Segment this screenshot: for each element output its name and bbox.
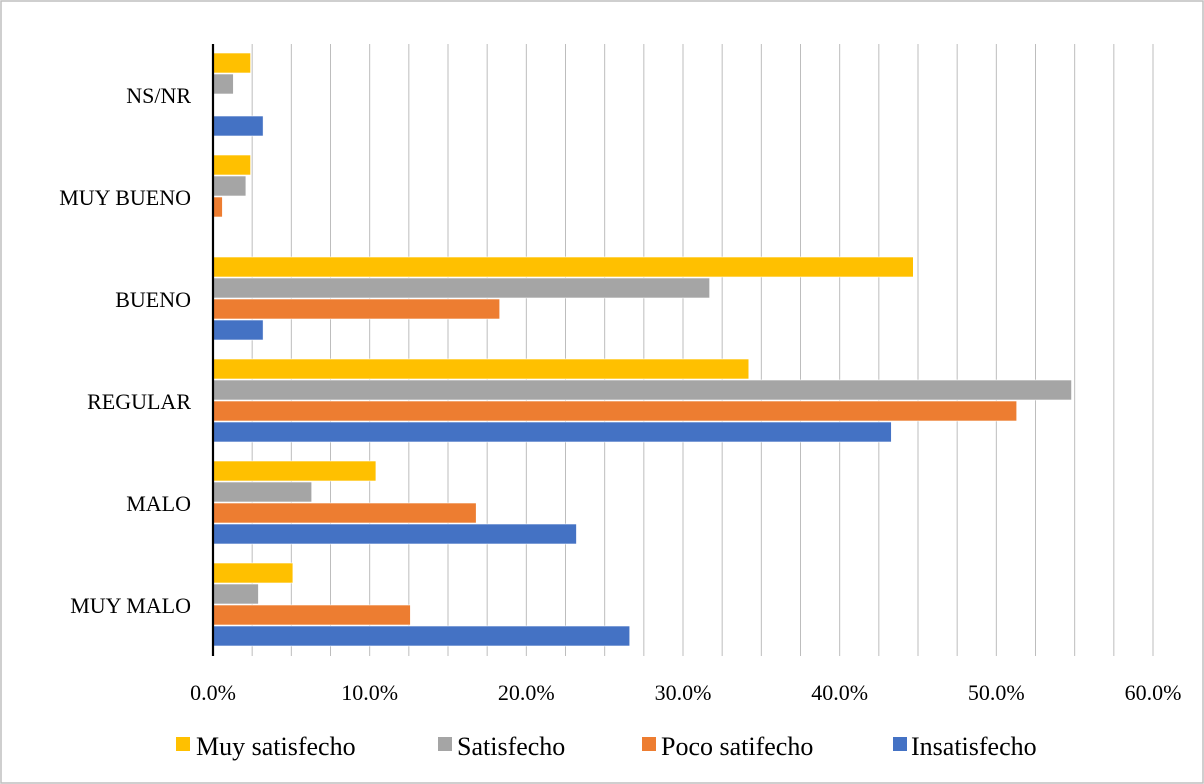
bar-satisfecho-bueno: [212, 277, 710, 299]
legend-swatch: [893, 737, 907, 751]
bar-poco-satifecho-regular: [212, 400, 1018, 422]
bar-satisfecho-regular: [212, 379, 1072, 401]
bar-satisfecho-ns-nr: [212, 73, 234, 95]
legend-label: Insatisfecho: [911, 732, 1037, 761]
legend-label: Poco satifecho: [661, 732, 813, 761]
legend: Muy satisfecho Satisfecho Poco satifecho In…: [176, 732, 1037, 761]
gridlines: [251, 44, 1154, 656]
bars: [212, 52, 1072, 647]
x-tick-label: 60.0%: [1125, 680, 1182, 705]
x-tick-label: 30.0%: [655, 680, 712, 705]
bar-insatisfecho-muy-malo: [212, 625, 631, 647]
x-tick-label: 20.0%: [498, 680, 555, 705]
x-tick-label: 40.0%: [811, 680, 868, 705]
legend-label: Satisfecho: [457, 732, 565, 761]
bar-satisfecho-muy-malo: [212, 583, 259, 605]
category-label: REGULAR: [87, 389, 191, 414]
bar-poco-satifecho-muy-malo: [212, 604, 411, 626]
legend-swatch: [438, 737, 452, 751]
bar-insatisfecho-regular: [212, 421, 892, 443]
x-tick-label: 0.0%: [190, 680, 236, 705]
legend-label: Muy satisfecho: [196, 732, 356, 761]
legend-swatch: [642, 737, 656, 751]
bar-poco-satifecho-muy-bueno: [212, 196, 223, 218]
bar-muy-satisfecho-muy-bueno: [212, 154, 251, 176]
bar-muy-satisfecho-regular: [212, 358, 750, 380]
x-tick-label: 10.0%: [341, 680, 398, 705]
category-label: MUY BUENO: [59, 185, 191, 210]
category-label: MALO: [126, 491, 191, 516]
bar-poco-satifecho-malo: [212, 502, 477, 524]
bar-insatisfecho-ns-nr: [212, 115, 264, 137]
bar-muy-satisfecho-bueno: [212, 256, 914, 278]
labels: MUY MALO MALO REGULAR BUENO MUY BUENO NS/NR 0.…: [59, 83, 1181, 705]
category-label: NS/NR: [126, 83, 191, 108]
bar-insatisfecho-malo: [212, 523, 577, 545]
category-label: MUY MALO: [70, 593, 191, 618]
x-tick-label: 50.0%: [968, 680, 1025, 705]
category-label: BUENO: [115, 287, 191, 312]
bar-insatisfecho-bueno: [212, 319, 264, 341]
bar-satisfecho-malo: [212, 481, 312, 503]
bar-poco-satifecho-bueno: [212, 298, 501, 320]
bar-muy-satisfecho-muy-malo: [212, 562, 294, 584]
bar-muy-satisfecho-malo: [212, 460, 377, 482]
bar-muy-satisfecho-ns-nr: [212, 52, 251, 74]
bar-satisfecho-muy-bueno: [212, 175, 247, 197]
legend-swatch: [176, 737, 190, 751]
